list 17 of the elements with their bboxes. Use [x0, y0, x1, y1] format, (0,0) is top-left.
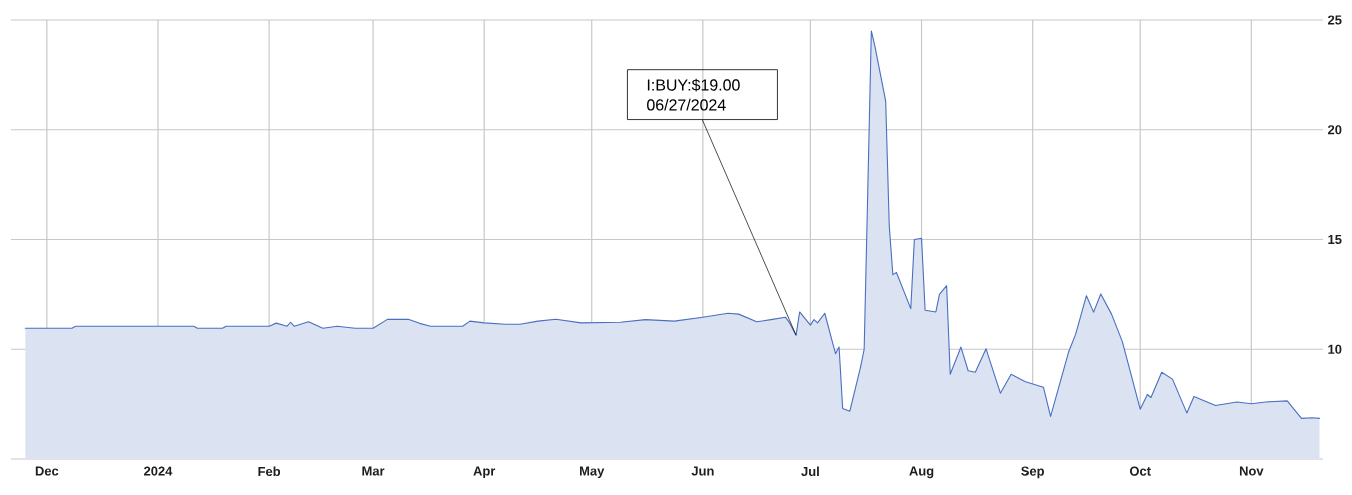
x-tick-label: 2024	[144, 466, 173, 476]
x-tick-label: Apr	[473, 466, 496, 479]
x-tick-label: Aug	[909, 466, 934, 479]
x-tick-label: Dec	[35, 466, 59, 476]
x-tick-label: Feb	[258, 466, 281, 477]
y-tick-label: 15	[1328, 234, 1342, 245]
x-tick-label: Mar	[362, 466, 385, 476]
x-tick-label: Jun	[691, 466, 714, 476]
x-tick-label: Sep	[1021, 466, 1044, 479]
x-tick-label: Oct	[1129, 466, 1151, 476]
y-tick-label: 10	[1328, 344, 1342, 354]
x-tick-label: Jul	[801, 466, 819, 477]
annotation: I:BUY:$19.00 06/27/2024	[647, 78, 740, 111]
y-tick-label: 20	[1328, 125, 1342, 135]
x-tick-label: May	[580, 466, 605, 479]
y-tick-label: 25	[1328, 15, 1342, 25]
x-tick-label: Nov	[1239, 466, 1264, 476]
